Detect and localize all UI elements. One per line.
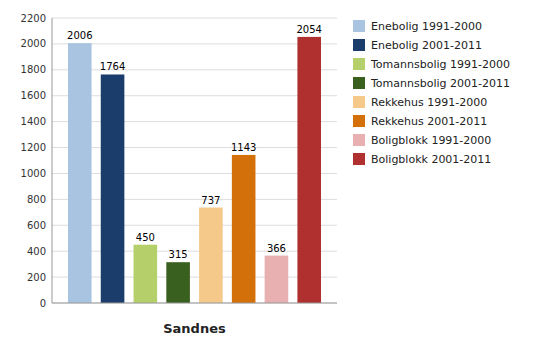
grid-line bbox=[52, 18, 337, 19]
y-tick-label: 2200 bbox=[21, 13, 46, 24]
data-label: 315 bbox=[169, 249, 188, 260]
grid-line bbox=[52, 147, 337, 148]
legend-label: Rekkehus 2001-2011 bbox=[371, 115, 487, 128]
y-tick-label: 1400 bbox=[21, 116, 46, 127]
y-tick-label: 1000 bbox=[21, 168, 46, 179]
data-label: 2054 bbox=[296, 24, 321, 35]
bar bbox=[265, 256, 289, 303]
y-tick-label: 400 bbox=[27, 246, 46, 257]
x-axis-line bbox=[52, 303, 337, 304]
bar bbox=[134, 245, 158, 303]
y-tick-label: 800 bbox=[27, 194, 46, 205]
legend-label: Enebolig 1991-2000 bbox=[371, 20, 482, 33]
bar bbox=[68, 43, 92, 303]
data-label: 1764 bbox=[100, 61, 125, 72]
bars bbox=[68, 37, 321, 303]
x-axis-label: Sandnes bbox=[163, 321, 226, 336]
grid-line bbox=[52, 251, 337, 252]
chart: 0 200 400 600 800 1000 1200 1400 1600 1800 2000 220… bbox=[0, 0, 542, 347]
y-tick-label: 1200 bbox=[21, 142, 46, 153]
legend-swatch bbox=[353, 134, 365, 146]
legend-swatch bbox=[353, 96, 365, 108]
legend-label: Tomannsbolig 1991-2000 bbox=[370, 58, 510, 71]
grid-line bbox=[52, 95, 337, 96]
bar bbox=[199, 208, 223, 303]
data-label: 2006 bbox=[67, 30, 92, 41]
grid-line bbox=[52, 43, 337, 44]
bar bbox=[297, 37, 321, 303]
y-tick-label: 0 bbox=[40, 298, 46, 309]
grid-line bbox=[52, 121, 337, 122]
data-labels: 2006 1764 450 315 737 1143 366 2054 bbox=[67, 24, 322, 260]
grid-line bbox=[52, 277, 337, 278]
y-tick-label: 600 bbox=[27, 220, 46, 231]
grid-line bbox=[52, 199, 337, 200]
legend-label: Enebolig 2001-2011 bbox=[371, 39, 482, 52]
bar bbox=[101, 74, 125, 303]
bar bbox=[166, 262, 190, 303]
legend-swatch bbox=[353, 153, 365, 165]
legend-swatch bbox=[353, 39, 365, 51]
data-label: 450 bbox=[136, 232, 155, 243]
legend-swatch bbox=[353, 115, 365, 127]
grid-line bbox=[52, 225, 337, 226]
legend-swatch bbox=[353, 20, 365, 32]
y-tick-label: 200 bbox=[27, 272, 46, 283]
y-tick-label: 2000 bbox=[21, 38, 46, 49]
data-label: 366 bbox=[267, 243, 286, 254]
bar bbox=[232, 155, 256, 303]
y-tick-label: 1600 bbox=[21, 90, 46, 101]
y-tick-label: 1800 bbox=[21, 64, 46, 75]
grid-line bbox=[52, 173, 337, 174]
legend-label: Rekkehus 1991-2000 bbox=[371, 96, 487, 109]
legend-label: Boligblokk 1991-2000 bbox=[371, 134, 491, 147]
legend-label: Tomannsbolig 2001-2011 bbox=[370, 77, 510, 90]
y-axis-line bbox=[52, 18, 53, 303]
data-label: 1143 bbox=[231, 142, 256, 153]
data-label: 737 bbox=[201, 195, 220, 206]
grid-line bbox=[52, 303, 337, 304]
legend-label: Boligblokk 2001-2011 bbox=[371, 153, 491, 166]
legend: Enebolig 1991-2000 Enebolig 2001-2011 Toma… bbox=[353, 20, 510, 166]
legend-swatch bbox=[353, 58, 365, 70]
legend-swatch bbox=[353, 77, 365, 89]
grid-line bbox=[52, 69, 337, 70]
